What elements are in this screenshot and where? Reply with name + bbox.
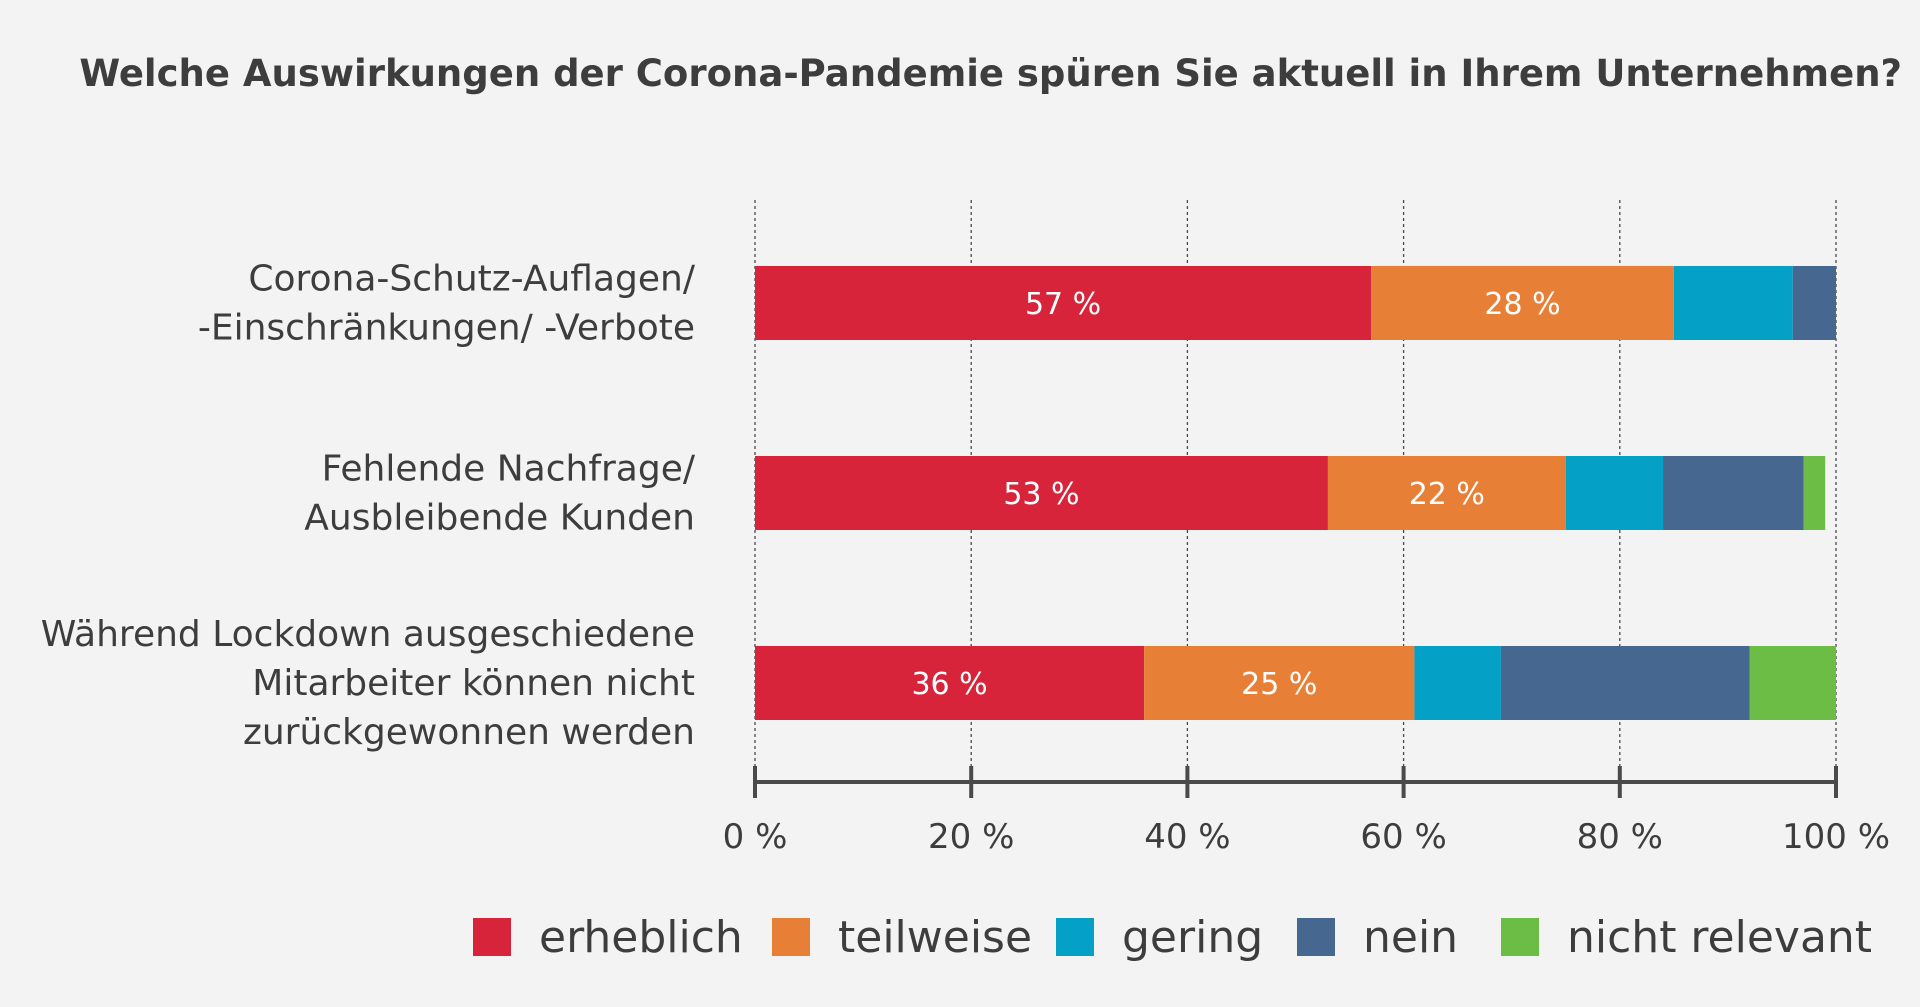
category-labels: Corona-Schutz-Auflagen/ -Einschränkungen/…: [41, 259, 696, 754]
bar-segment: [755, 456, 1328, 530]
bar-segment: [1792, 266, 1836, 340]
category-label: Ausbleibende Kunden: [304, 498, 695, 539]
legend: erheblich teilweise gering nein nicht releva…: [473, 912, 1872, 963]
legend-label: gering: [1122, 912, 1263, 963]
x-axis: 0 % 20 % 40 % 60 % 80 % 100 %: [723, 766, 1890, 857]
category-label: zurückgewonnen werden: [243, 712, 695, 753]
x-tick-label: 100 %: [1782, 817, 1890, 857]
legend-label: nicht relevant: [1567, 912, 1872, 963]
bar-segment: [1803, 456, 1826, 530]
bar-segment: [1749, 646, 1836, 720]
bar-segment: [1565, 456, 1664, 530]
data-label: 25 %: [1241, 667, 1317, 702]
bar-segment: [1144, 646, 1415, 720]
legend-swatch: [1056, 918, 1094, 956]
data-label: 53 %: [1003, 477, 1079, 512]
category-label: Fehlende Nachfrage/: [322, 449, 696, 490]
data-label: 36 %: [911, 667, 987, 702]
data-labels: 57 % 28 % 53 % 22 % 36 % 25 %: [911, 287, 1560, 702]
legend-label: erheblich: [539, 912, 743, 963]
data-label: 57 %: [1025, 287, 1101, 322]
category-label: Corona-Schutz-Auflagen/: [248, 259, 696, 300]
x-tick-label: 60 %: [1360, 817, 1446, 857]
bar-segment: [1327, 456, 1566, 530]
x-tick-label: 80 %: [1577, 817, 1663, 857]
bar-segment: [755, 266, 1372, 340]
legend-label: nein: [1363, 912, 1458, 963]
legend-swatch: [1501, 918, 1539, 956]
bars: [755, 266, 1836, 720]
bar-segment: [1371, 266, 1674, 340]
category-label: Während Lockdown ausgeschiedene: [41, 614, 695, 655]
legend-swatch: [772, 918, 810, 956]
legend-swatch: [473, 918, 511, 956]
x-tick-label: 40 %: [1144, 817, 1230, 857]
legend-swatch: [1297, 918, 1335, 956]
data-label: 22 %: [1409, 477, 1485, 512]
bar-segment: [1500, 646, 1750, 720]
category-label: -Einschränkungen/ -Verbote: [198, 308, 695, 349]
x-tick-label: 20 %: [928, 817, 1014, 857]
bar-segment: [1673, 266, 1793, 340]
category-label: Mitarbeiter können nicht: [252, 663, 695, 704]
bar-segment: [755, 646, 1145, 720]
bar-segment: [1663, 456, 1804, 530]
legend-label: teilweise: [838, 912, 1032, 963]
bar-segment: [1414, 646, 1501, 720]
data-label: 28 %: [1484, 287, 1560, 322]
x-tick-label: 0 %: [723, 817, 788, 857]
chart-title: Welche Auswirkungen der Corona-Pandemie …: [79, 52, 1902, 95]
